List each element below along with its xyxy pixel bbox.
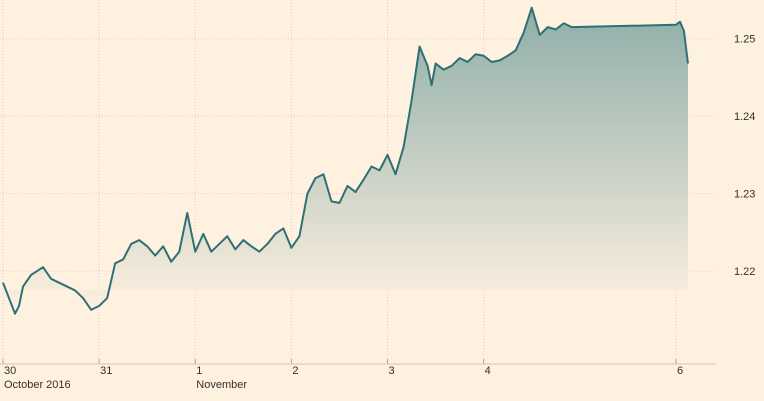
series-line-group bbox=[2, 6, 689, 315]
area-fill-group bbox=[3, 7, 688, 314]
x-tick-label: 2 bbox=[292, 365, 298, 377]
y-tick-label: 1.24 bbox=[734, 111, 755, 123]
x-tick-label: 1 bbox=[196, 365, 202, 377]
x-tick-sublabel: November bbox=[196, 379, 247, 391]
x-tick-sublabel: October 2016 bbox=[4, 379, 71, 391]
y-tick-label: 1.23 bbox=[734, 189, 755, 201]
x-tick-label: 3 bbox=[389, 365, 395, 377]
x-tick-label: 6 bbox=[677, 365, 683, 377]
series-line bbox=[2, 6, 689, 315]
y-axis: 1.22 1.23 1.24 1.25 bbox=[734, 34, 755, 278]
y-tick-label: 1.25 bbox=[734, 34, 755, 46]
x-tick-label: 4 bbox=[485, 365, 491, 377]
x-tick-label: 30 bbox=[4, 365, 16, 377]
series-area bbox=[3, 7, 688, 314]
y-tick-label: 1.22 bbox=[734, 266, 755, 278]
x-tick-label: 31 bbox=[100, 365, 112, 377]
x-axis: 30 October 2016 31 1 November 2 3 4 6 bbox=[0, 359, 716, 391]
